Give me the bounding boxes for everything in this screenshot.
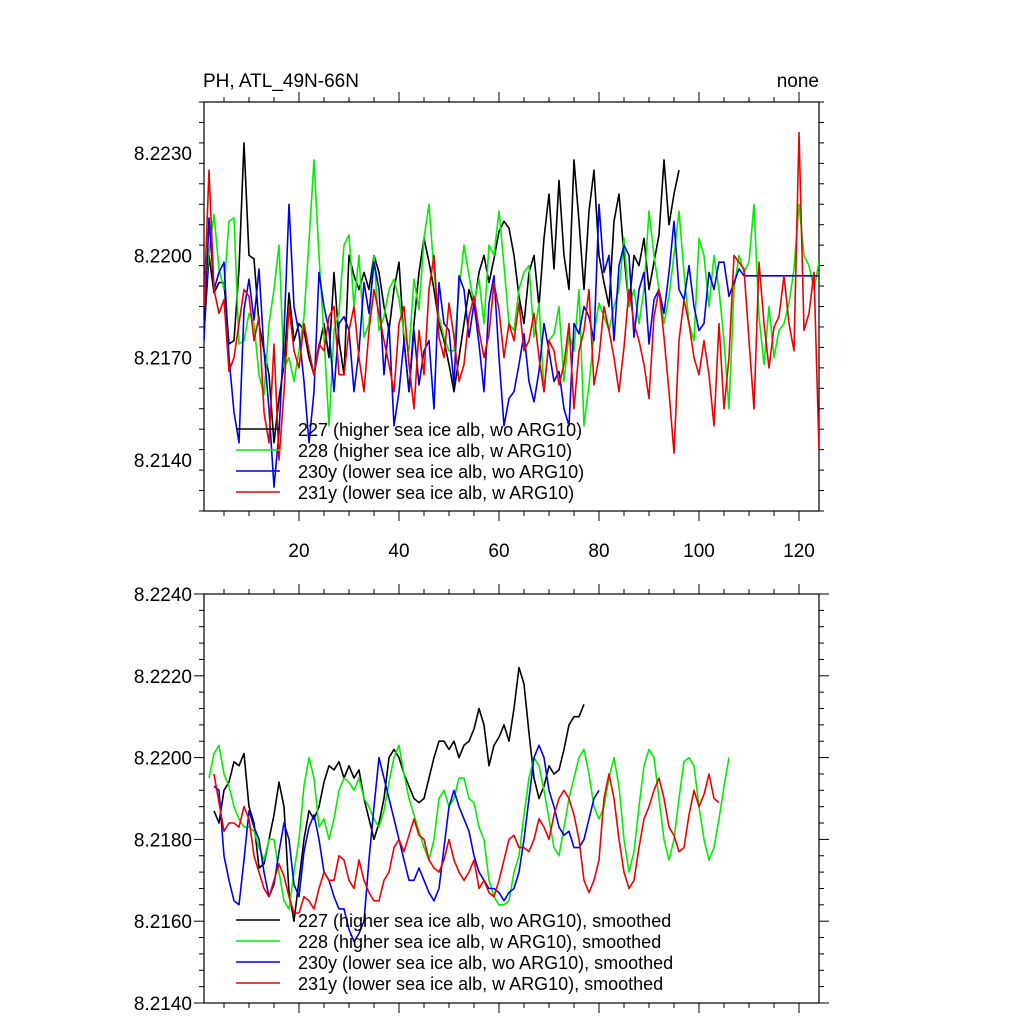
- y-tick-label: 8.2140: [134, 994, 192, 1015]
- series-line-2: [204, 203, 819, 488]
- y-tick-label: 8.2200: [134, 749, 192, 770]
- x-tick-label: 120: [783, 541, 815, 562]
- series-line-3: [204, 131, 819, 461]
- series-line-3: [213, 773, 720, 914]
- y-tick-label: 8.2170: [134, 349, 192, 370]
- legend-label: 231y (lower sea ice alb, w ARG10): [298, 483, 574, 503]
- x-tick-label: 20: [288, 541, 309, 562]
- y-tick-label: 8.2140: [134, 451, 192, 472]
- plot-frame: [203, 593, 820, 1004]
- legend-label: 230y (lower sea ice alb, wo ARG10), smoo…: [298, 953, 673, 973]
- x-tick-label: 100: [683, 541, 715, 562]
- series-line-0: [213, 666, 585, 923]
- series-group: [208, 666, 730, 943]
- legend-label: 227 (higher sea ice alb, wo ARG10): [298, 420, 582, 440]
- y-tick-label: 8.2160: [134, 912, 192, 933]
- legend-label: 227 (higher sea ice alb, wo ARG10), smoo…: [298, 911, 671, 931]
- series-line-0: [204, 142, 680, 444]
- legend-label: 228 (higher sea ice alb, w ARG10), smoot…: [298, 932, 661, 952]
- figure-title: PH, ATL_49N-66N: [203, 71, 359, 92]
- x-tick-label: 80: [588, 541, 609, 562]
- y-tick-label: 8.2180: [134, 830, 192, 851]
- x-tick-label: 40: [388, 541, 409, 562]
- y-tick-label: 8.2240: [134, 585, 192, 606]
- legend-label: 231y (lower sea ice alb, w ARG10), smoot…: [298, 974, 663, 994]
- legend-label: 228 (higher sea ice alb, w ARG10): [298, 441, 572, 461]
- figure-right-label: none: [777, 71, 819, 92]
- bottom-panel: 8.2140 8.2160 8.2180 8.2200 8.2220 8.2240 227 …: [134, 584, 829, 1015]
- legend-label: 230y (lower sea ice alb, wo ARG10): [298, 462, 584, 482]
- x-tick-label: 60: [488, 541, 509, 562]
- series-group: [204, 131, 819, 488]
- series-line-1: [208, 744, 730, 910]
- top-panel: 20 40 60 80 100 120 8.2140 8.2170 8.2200 8.2230 22…: [134, 92, 824, 562]
- series-line-2: [213, 744, 600, 943]
- y-tick-label: 8.2220: [134, 667, 192, 688]
- y-tick-label: 8.2230: [134, 144, 192, 165]
- y-tick-label: 8.2200: [134, 246, 192, 267]
